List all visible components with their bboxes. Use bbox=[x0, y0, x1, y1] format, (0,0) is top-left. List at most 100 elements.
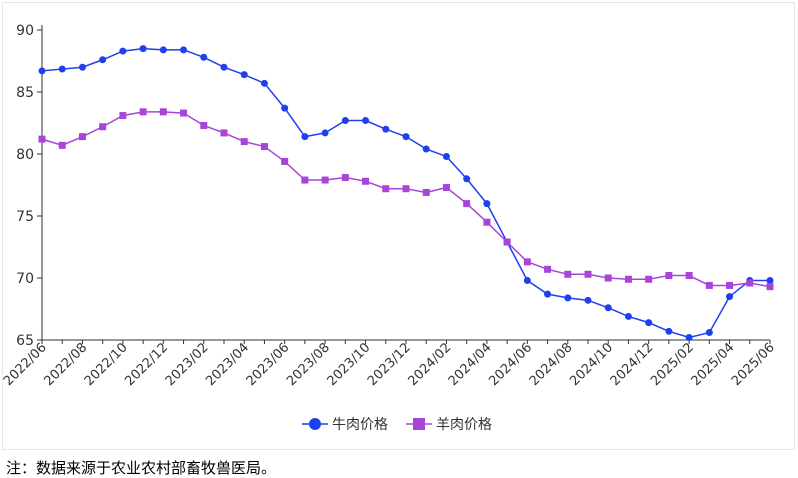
data-point bbox=[665, 327, 673, 335]
data-point bbox=[584, 270, 592, 278]
data-point bbox=[281, 157, 289, 165]
y-tick-label: 80 bbox=[16, 147, 34, 163]
x-tick-label: 2023/10 bbox=[325, 340, 374, 389]
data-point bbox=[260, 79, 268, 87]
data-point bbox=[645, 319, 653, 327]
series-line-1 bbox=[41, 47, 770, 339]
x-tick-label: 2024/08 bbox=[527, 340, 576, 389]
legend-marker bbox=[309, 418, 321, 430]
data-point bbox=[159, 108, 167, 116]
x-tick-label: 2025/04 bbox=[689, 340, 738, 389]
data-point bbox=[58, 141, 66, 149]
data-point bbox=[78, 63, 86, 71]
data-point bbox=[705, 329, 713, 337]
data-point bbox=[99, 123, 107, 131]
data-point bbox=[220, 129, 228, 137]
x-tick-label: 2023/12 bbox=[365, 340, 414, 389]
data-point bbox=[483, 218, 491, 226]
data-point bbox=[402, 185, 410, 193]
x-tick-label: 2024/10 bbox=[567, 340, 616, 389]
line-chart: 6570758085902022/062022/082022/102022/12… bbox=[1, 23, 778, 433]
data-point bbox=[38, 135, 46, 143]
x-tick-label: 2024/04 bbox=[446, 340, 495, 389]
x-tick-label: 2023/06 bbox=[244, 340, 293, 389]
x-tick-label: 2022/08 bbox=[41, 340, 90, 389]
data-point bbox=[321, 129, 329, 137]
data-point bbox=[341, 174, 349, 182]
data-point bbox=[564, 270, 572, 278]
data-point bbox=[544, 290, 552, 298]
data-point bbox=[382, 125, 390, 133]
footnote: 注：数据来源于农业农村部畜牧兽医局。 bbox=[6, 459, 277, 477]
data-point bbox=[523, 276, 531, 284]
data-point bbox=[200, 53, 208, 61]
data-point bbox=[119, 112, 127, 120]
legend-label-1: 牛肉价格 bbox=[332, 417, 388, 433]
x-tick-label: 2023/04 bbox=[203, 340, 252, 389]
data-point bbox=[564, 294, 572, 302]
data-point bbox=[442, 183, 450, 191]
data-point bbox=[726, 281, 734, 289]
data-point bbox=[726, 293, 734, 301]
data-point bbox=[442, 152, 450, 160]
data-point bbox=[544, 265, 552, 273]
data-point bbox=[463, 200, 471, 208]
data-point bbox=[159, 46, 167, 54]
data-point bbox=[645, 275, 653, 283]
data-point bbox=[119, 47, 127, 55]
legend-label-2: 羊肉价格 bbox=[436, 417, 492, 433]
data-point bbox=[584, 296, 592, 304]
data-point bbox=[604, 274, 612, 282]
chart-frame bbox=[2, 2, 795, 450]
x-tick-label: 2024/12 bbox=[608, 340, 657, 389]
data-point bbox=[180, 109, 188, 117]
data-point bbox=[483, 200, 491, 208]
legend-marker bbox=[413, 418, 425, 430]
x-tick-label: 2025/06 bbox=[729, 340, 778, 389]
y-tick-label: 65 bbox=[16, 333, 34, 349]
data-point bbox=[766, 283, 774, 291]
data-point bbox=[139, 108, 147, 116]
x-tick-label: 2022/10 bbox=[82, 340, 131, 389]
data-point bbox=[200, 121, 208, 129]
y-tick-label: 85 bbox=[16, 85, 34, 101]
data-point bbox=[362, 177, 370, 185]
data-point bbox=[624, 312, 632, 320]
data-point bbox=[422, 188, 430, 196]
data-point bbox=[220, 63, 228, 71]
data-point bbox=[685, 272, 693, 280]
data-point bbox=[301, 133, 309, 141]
x-tick-label: 2025/02 bbox=[648, 340, 697, 389]
data-point bbox=[604, 304, 612, 312]
data-point bbox=[746, 279, 754, 287]
data-point bbox=[281, 104, 289, 112]
data-point bbox=[180, 46, 188, 54]
x-tick-label: 2024/02 bbox=[405, 340, 454, 389]
data-point bbox=[58, 65, 66, 73]
data-point bbox=[766, 276, 774, 284]
data-point bbox=[665, 272, 673, 280]
data-point bbox=[705, 281, 713, 289]
data-point bbox=[78, 133, 86, 141]
data-point bbox=[301, 176, 309, 184]
data-point bbox=[624, 275, 632, 283]
y-tick-label: 90 bbox=[16, 23, 34, 39]
data-point bbox=[382, 185, 390, 193]
x-tick-label: 2023/02 bbox=[163, 340, 212, 389]
data-point bbox=[523, 258, 531, 266]
x-tick-label: 2022/12 bbox=[122, 340, 171, 389]
data-point bbox=[139, 45, 147, 53]
data-point bbox=[99, 56, 107, 64]
data-point bbox=[38, 67, 46, 75]
x-tick-label: 2024/06 bbox=[486, 340, 535, 389]
x-tick-label: 2023/08 bbox=[284, 340, 333, 389]
data-point bbox=[685, 334, 693, 342]
y-tick-label: 75 bbox=[16, 209, 34, 225]
data-point bbox=[240, 71, 248, 79]
data-point bbox=[321, 176, 329, 184]
data-point bbox=[362, 117, 370, 125]
data-point bbox=[503, 238, 511, 246]
data-point bbox=[422, 145, 430, 153]
y-tick-label: 70 bbox=[16, 271, 34, 287]
data-point bbox=[341, 117, 349, 125]
